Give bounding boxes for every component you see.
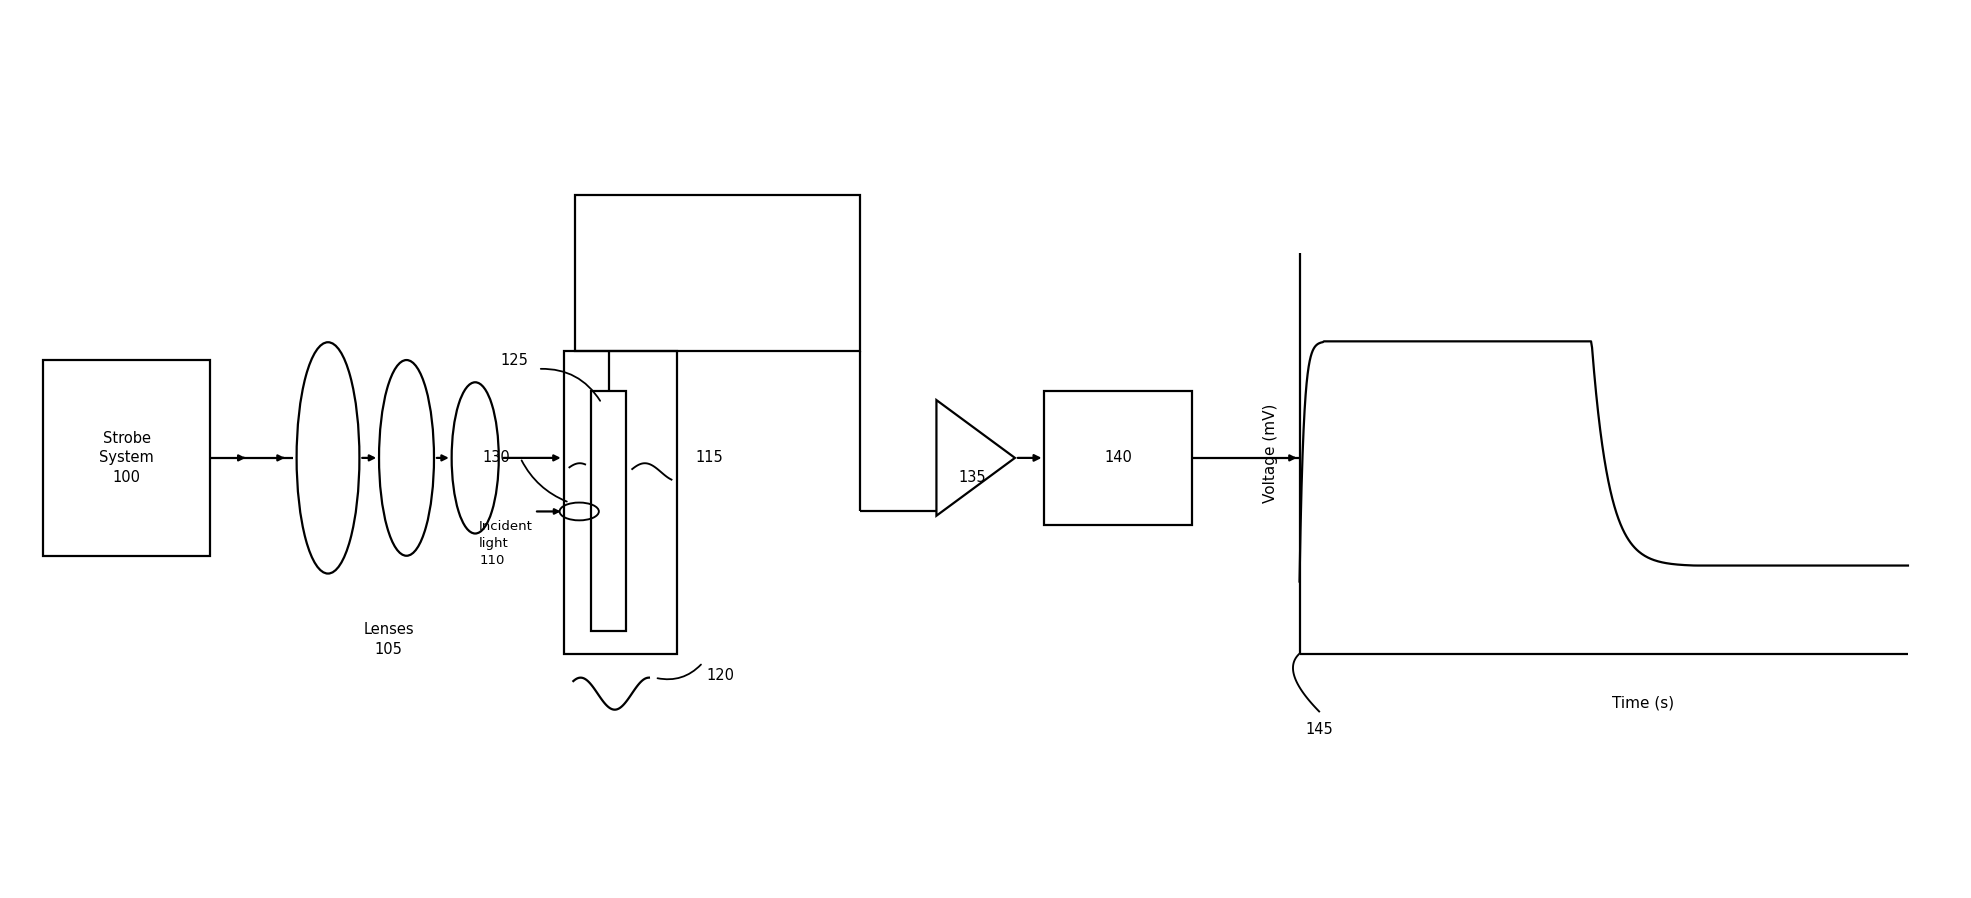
Text: 120: 120 bbox=[708, 668, 735, 683]
Text: Time (s): Time (s) bbox=[1612, 695, 1673, 710]
Text: 140: 140 bbox=[1104, 451, 1131, 465]
Text: 130: 130 bbox=[483, 451, 510, 465]
Text: Incident
light
110: Incident light 110 bbox=[479, 520, 532, 568]
Text: 115: 115 bbox=[696, 451, 723, 465]
Text: 145: 145 bbox=[1305, 722, 1332, 736]
Bar bbox=[576, 196, 859, 351]
Bar bbox=[1045, 392, 1192, 524]
Text: 135: 135 bbox=[958, 470, 986, 485]
Text: Strobe
System
100: Strobe System 100 bbox=[99, 431, 154, 485]
Bar bbox=[564, 351, 678, 654]
Bar bbox=[591, 392, 627, 631]
Text: Lenses
105: Lenses 105 bbox=[363, 622, 414, 657]
Bar bbox=[43, 360, 211, 556]
Text: Voltage (mV): Voltage (mV) bbox=[1263, 404, 1277, 503]
Text: 125: 125 bbox=[501, 353, 528, 367]
